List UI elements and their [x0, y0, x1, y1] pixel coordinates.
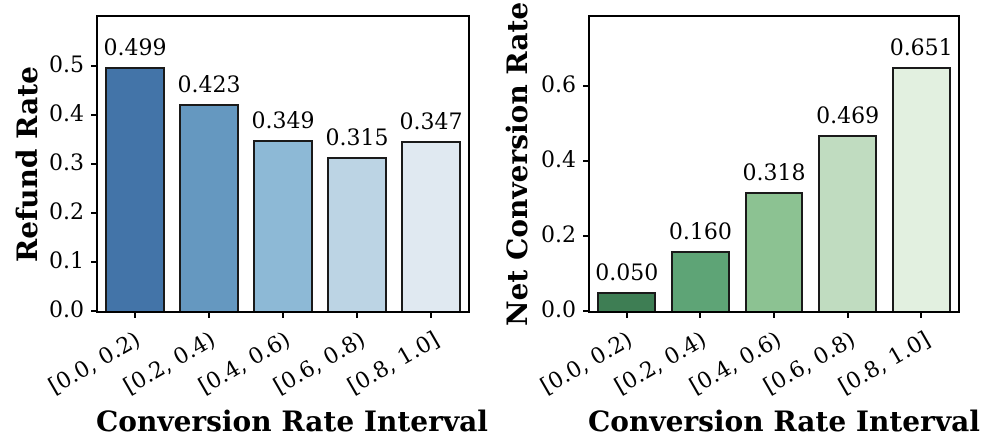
- x-tick-label: [0.2, 0.4): [119, 327, 220, 400]
- x-tick-mark: [430, 311, 432, 318]
- bar-value-label: 0.349: [251, 109, 315, 135]
- x-tick-mark: [920, 311, 923, 318]
- y-tick-mark: [583, 85, 590, 87]
- plot-area: 0.0 0.1 0.2 0.3 0.4 0.5 0.499 0.423 0.349 0.315 0.…: [49, 15, 470, 322]
- x-tick-mark: [282, 311, 284, 318]
- y-tick-mark: [91, 310, 98, 312]
- bar: [670, 251, 730, 311]
- x-tick-mark: [356, 311, 358, 318]
- x-tick-label: [0.2, 0.4): [611, 327, 712, 400]
- x-tick-labels: [0.0, 0.2) [0.2, 0.4) [0.4, 0.6) [0.6, 0.8)…: [537, 315, 960, 405]
- x-tick-label: [0.4, 0.6): [194, 327, 295, 400]
- plot-area: 0.0 0.2 0.4 0.6 0.050 0.160 0.318 0.469 0.651: [541, 15, 960, 322]
- bar-value-label: 0.050: [595, 261, 659, 287]
- bar: [597, 292, 657, 311]
- y-tick-label: 0.0: [49, 298, 84, 323]
- x-tick-label: [0.0, 0.2): [44, 327, 145, 400]
- x-tick-mark: [134, 311, 136, 318]
- x-axis-label: Conversion Rate Interval: [588, 405, 980, 438]
- bar: [253, 140, 313, 311]
- x-tick-label: [0.0, 0.2): [536, 327, 637, 400]
- x-tick-mark: [699, 311, 702, 318]
- bar-value-label: 0.423: [177, 73, 241, 99]
- y-tick-mark: [91, 261, 98, 264]
- y-tick-mark: [583, 160, 590, 162]
- y-tick-label: 0.1: [49, 249, 84, 275]
- plot-inner: 0.0 0.2 0.4 0.6 0.050 0.160 0.318 0.469 0.651: [541, 17, 958, 321]
- bar-value-label: 0.347: [399, 110, 463, 136]
- x-tick-label: [0.4, 0.6): [685, 327, 786, 400]
- bar-value-label: 0.315: [325, 125, 389, 151]
- x-tick-labels: [0.0, 0.2) [0.2, 0.4) [0.4, 0.6) [0.6, 0.8)…: [45, 315, 470, 405]
- bar-value-label: 0.499: [103, 35, 167, 61]
- bar: [179, 104, 239, 311]
- bar: [105, 66, 165, 311]
- y-tick-label: 0.6: [541, 73, 576, 98]
- y-tick-mark: [583, 235, 590, 237]
- y-tick-mark: [91, 163, 98, 166]
- plot-inner: 0.0 0.1 0.2 0.3 0.4 0.5 0.499 0.423 0.349 0.315 0.…: [49, 17, 468, 321]
- y-tick-mark: [91, 212, 98, 215]
- bar: [891, 66, 951, 311]
- y-tick-label: 0.2: [49, 200, 84, 226]
- x-tick-label: [0.8, 1.0]: [344, 327, 445, 400]
- bar-value-label: 0.469: [816, 104, 880, 130]
- y-tick-label: 0.4: [49, 102, 84, 128]
- y-tick-mark: [583, 310, 590, 312]
- y-tick-label: 0.0: [541, 298, 576, 323]
- x-tick-label: [0.6, 0.8): [759, 327, 860, 400]
- x-axis-label: Conversion Rate Interval: [96, 405, 488, 438]
- y-tick-mark: [91, 65, 98, 68]
- bar-value-label: 0.651: [889, 35, 953, 61]
- bar: [744, 191, 804, 311]
- x-tick-mark: [773, 311, 775, 318]
- x-tick-mark: [208, 311, 210, 318]
- y-tick-label: 0.2: [541, 223, 576, 248]
- x-tick-label: [0.8, 1.0]: [834, 327, 935, 400]
- bar-value-label: 0.318: [742, 160, 806, 186]
- y-tick-label: 0.3: [49, 151, 84, 177]
- x-tick-label: [0.6, 0.8): [269, 327, 370, 400]
- x-tick-mark: [846, 311, 849, 318]
- y-tick-label: 0.4: [541, 148, 576, 173]
- x-tick-mark: [625, 311, 628, 318]
- y-axis-label: Refund Rate: [11, 66, 44, 262]
- y-tick-label: 0.5: [49, 53, 84, 79]
- y-tick-mark: [91, 114, 98, 117]
- bar: [401, 141, 461, 311]
- bar: [818, 135, 878, 311]
- bar: [327, 156, 387, 311]
- bar-value-label: 0.160: [668, 220, 732, 245]
- y-axis-label: Net Conversion Rate: [501, 1, 534, 327]
